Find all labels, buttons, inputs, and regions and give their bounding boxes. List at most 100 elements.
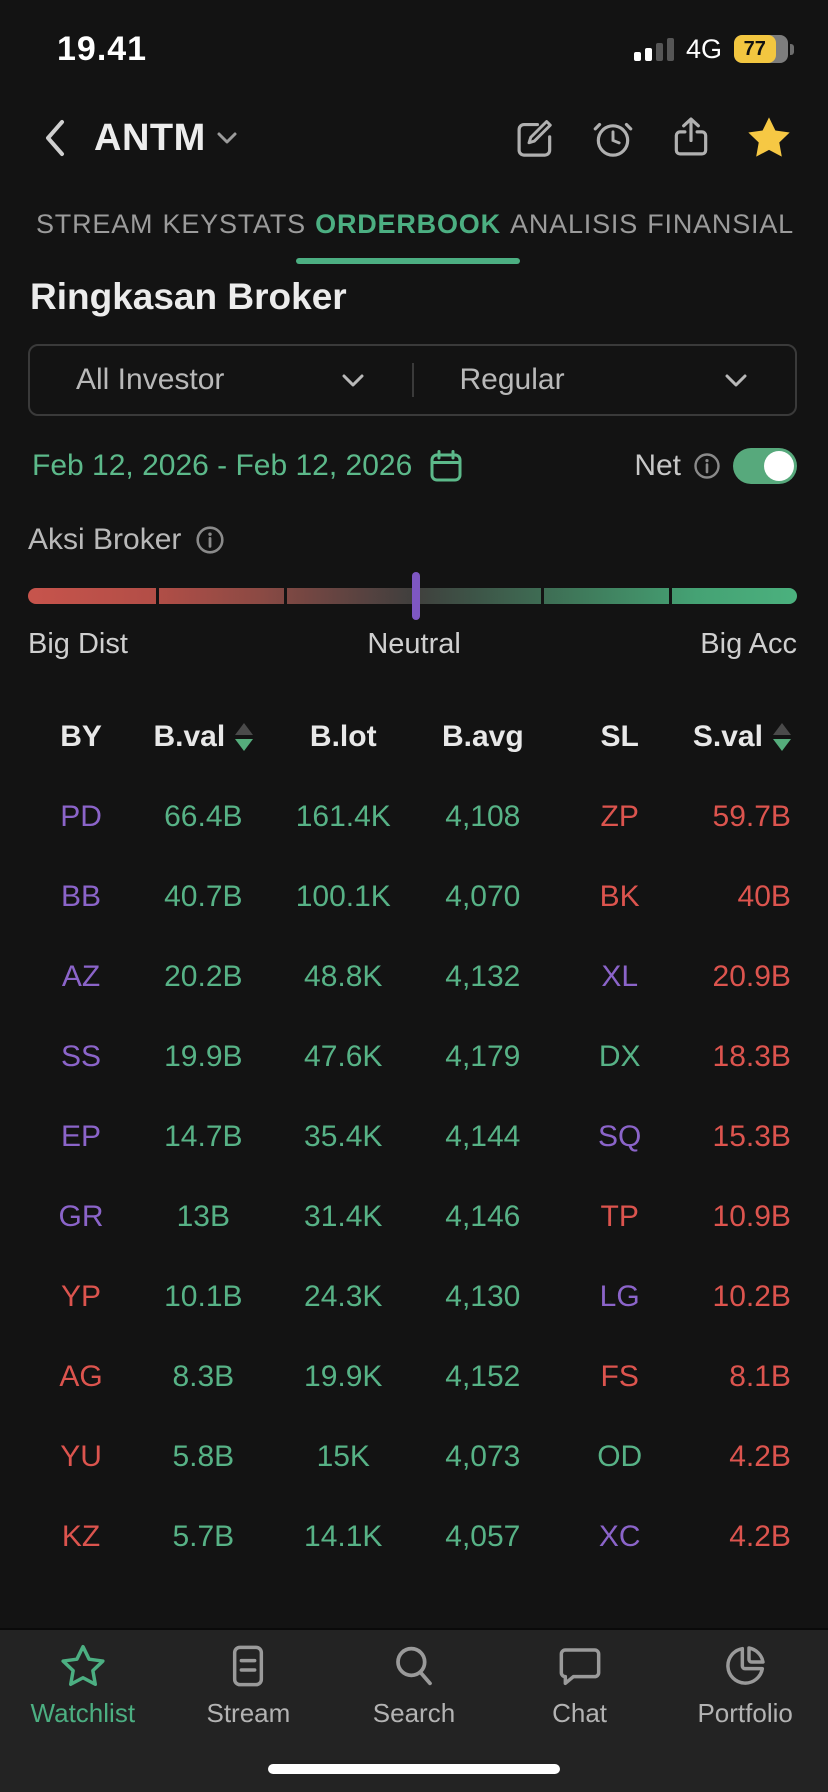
compose-icon (513, 116, 557, 160)
nav-item-label: Search (372, 1698, 456, 1728)
compose-button[interactable] (512, 115, 558, 161)
sell-broker-code[interactable]: DX (598, 1040, 641, 1073)
buy-broker-code[interactable]: KZ (61, 1520, 101, 1553)
broker-summary-table: BY B.val B.lot B.avg SL S.val PD 66.4B 161.4K 4,… (0, 707, 828, 1577)
info-icon[interactable] (195, 525, 225, 555)
chevron-down-icon (216, 130, 238, 146)
column-header-sval[interactable]: S.val (688, 720, 797, 754)
nav-item-label: Chat (552, 1698, 608, 1728)
sell-broker-code[interactable]: BK (599, 880, 640, 913)
buy-broker-code[interactable]: GR (58, 1200, 104, 1233)
back-button[interactable] (40, 114, 80, 162)
buy-value: 8.3B (172, 1360, 235, 1393)
date-range-picker[interactable]: Feb 12, 2026 - Feb 12, 2026 (32, 449, 413, 482)
buy-lot: 19.9K (304, 1360, 383, 1393)
tab-finansial[interactable]: FINANSIAL (647, 208, 794, 239)
nav-item-search[interactable]: Search (334, 1642, 494, 1729)
sell-broker-code[interactable]: SQ (598, 1120, 642, 1153)
sell-broker-code[interactable]: TP (600, 1200, 639, 1233)
investor-filter-dropdown[interactable]: All Investor (30, 346, 412, 414)
buy-average: 4,073 (445, 1440, 521, 1473)
buy-broker-code[interactable]: AZ (61, 960, 101, 993)
column-header-bval[interactable]: B.val (134, 720, 272, 754)
sell-broker-code[interactable]: ZP (600, 800, 639, 833)
sell-broker-code[interactable]: OD (597, 1440, 643, 1473)
calendar-icon[interactable] (428, 448, 464, 484)
buy-lot: 47.6K (304, 1040, 383, 1073)
search-icon (390, 1642, 438, 1690)
market-filter-dropdown[interactable]: Regular (414, 346, 796, 414)
tab-orderbook[interactable]: ORDERBOOK (295, 189, 521, 264)
column-label: S.val (692, 720, 763, 753)
net-toggle[interactable] (733, 448, 797, 484)
tab-stream[interactable]: STREAM (36, 208, 154, 239)
sell-value: 40B (737, 880, 791, 913)
section-title: Ringkasan Broker (30, 276, 347, 317)
sell-value: 10.2B (712, 1280, 791, 1313)
tab-analisis[interactable]: ANALISIS (510, 208, 639, 239)
buy-broker-code[interactable]: AG (59, 1360, 103, 1393)
buy-average: 4,132 (445, 960, 521, 993)
alarm-clock-icon (591, 116, 635, 160)
buy-broker-code[interactable]: SS (61, 1040, 102, 1073)
date-net-row: Feb 12, 2026 - Feb 12, 2026 Net (28, 442, 797, 490)
bottom-nav: Watchlist Stream Search Chat Portfolio (0, 1628, 828, 1792)
home-indicator[interactable] (268, 1764, 560, 1774)
network-type: 4G (685, 33, 722, 64)
favorite-button[interactable] (746, 115, 792, 161)
buy-average: 4,057 (445, 1520, 521, 1553)
buy-lot: 24.3K (304, 1280, 383, 1313)
buy-lot: 15K (316, 1440, 370, 1473)
buy-lot: 161.4K (295, 800, 391, 833)
table-row: BB 40.7B 100.1K 4,070 BK 40B (28, 857, 797, 937)
buy-value: 5.7B (172, 1520, 235, 1553)
buy-average: 4,070 (445, 880, 521, 913)
buy-value: 19.9B (164, 1040, 243, 1073)
buy-broker-code[interactable]: YP (61, 1280, 102, 1313)
column-header-by: BY (28, 720, 134, 754)
nav-item-label: Stream (206, 1698, 291, 1728)
chevron-left-icon (40, 114, 70, 162)
nav-item-stream[interactable]: Stream (168, 1642, 328, 1729)
sell-value: 10.9B (712, 1200, 791, 1233)
sell-value: 4.2B (729, 1520, 791, 1553)
table-row: YP 10.1B 24.3K 4,130 LG 10.2B (28, 1257, 797, 1337)
buy-broker-code[interactable]: BB (61, 880, 102, 913)
sell-broker-code[interactable]: XC (598, 1520, 641, 1553)
page-title: ANTM (94, 116, 206, 159)
sell-value: 20.9B (712, 960, 791, 993)
buy-lot: 14.1K (304, 1520, 383, 1553)
portfolio-icon (721, 1642, 769, 1690)
share-button[interactable] (668, 115, 714, 161)
nav-item-portfolio[interactable]: Portfolio (665, 1642, 825, 1729)
sell-value: 18.3B (712, 1040, 791, 1073)
buy-broker-code[interactable]: PD (60, 800, 102, 833)
buy-broker-code[interactable]: YU (60, 1440, 102, 1473)
info-icon[interactable] (693, 452, 721, 480)
share-icon (669, 116, 713, 160)
sell-broker-code[interactable]: FS (600, 1360, 639, 1393)
app-header: ANTM (0, 88, 828, 188)
net-label: Net (634, 449, 681, 482)
sort-icon (235, 723, 254, 751)
nav-item-watchlist[interactable]: Watchlist (3, 1642, 163, 1729)
signal-strength-icon (633, 37, 674, 61)
buy-average: 4,130 (445, 1280, 521, 1313)
aksi-broker-row: Aksi Broker (28, 520, 797, 560)
sell-broker-code[interactable]: LG (599, 1280, 640, 1313)
symbol-selector[interactable]: ANTM (94, 117, 238, 160)
clock: 19.41 (57, 29, 148, 68)
column-header-blot: B.lot (273, 720, 414, 754)
status-bar: 19.41 4G 77 (0, 0, 828, 88)
table-row: AZ 20.2B 48.8K 4,132 XL 20.9B (28, 937, 797, 1017)
buy-broker-code[interactable]: EP (61, 1120, 102, 1153)
divider (411, 363, 414, 397)
table-row: SS 19.9B 47.6K 4,179 DX 18.3B (28, 1017, 797, 1097)
filter-box: All Investor Regular (28, 344, 797, 416)
tab-keystats[interactable]: KEYSTATS (162, 208, 306, 239)
nav-item-chat[interactable]: Chat (500, 1642, 660, 1729)
gauge-center-label: Neutral (367, 628, 461, 660)
alert-button[interactable] (590, 115, 636, 161)
buy-average: 4,144 (445, 1120, 521, 1153)
sell-broker-code[interactable]: XL (601, 960, 639, 993)
